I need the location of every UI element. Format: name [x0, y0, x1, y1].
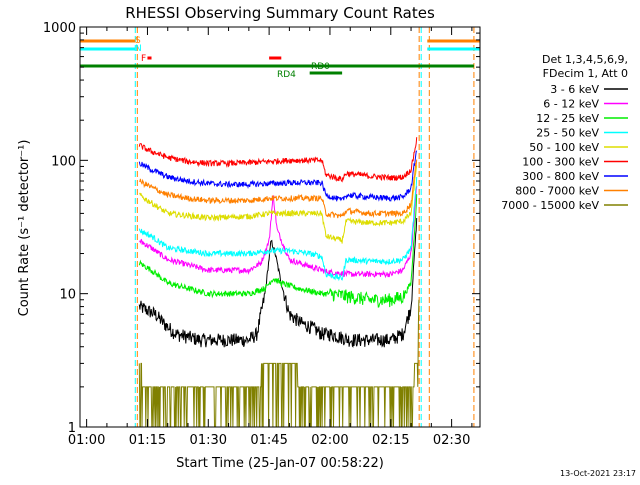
flag-bar-f	[269, 56, 282, 60]
flag-label-s: S	[135, 36, 141, 46]
footer-date: 13-Oct-2021 23:17	[560, 469, 636, 478]
x-tick-label: 01:30	[190, 433, 227, 448]
legend-entry-label: 25 - 50 keV	[536, 127, 599, 140]
x-tick-label: 01:00	[68, 433, 105, 448]
axes: 1 10 100 1000 01:00 01:15 01:30 01:45 02:00 02:15…	[43, 21, 481, 448]
plot-frame	[79, 26, 481, 428]
series-line-12-25-kev	[138, 194, 418, 308]
chart-title: RHESSI Observing Summary Count Rates	[125, 4, 435, 22]
series-line-25-50-kev	[138, 176, 418, 282]
series-line-3-6-kev	[138, 217, 418, 348]
legend-entry-label: 50 - 100 keV	[529, 141, 599, 154]
x-tick-label: 02:00	[311, 433, 348, 448]
flag-bar-s	[427, 39, 480, 43]
legend-entry-label: 300 - 800 keV	[522, 170, 599, 183]
flag-label-rd0: RD0	[311, 62, 330, 72]
legend-header: Det 1,3,4,5,6,9,	[542, 53, 628, 66]
y-axis-label: Count Rate (s⁻¹ detector⁻¹)	[17, 140, 32, 317]
series-line-800-7000-kev	[138, 159, 418, 219]
flag-label-f: F	[141, 54, 146, 64]
series-line-100-300-kev	[138, 137, 418, 183]
y-tick-label: 10	[59, 288, 76, 303]
flag-bar-rd0	[80, 64, 474, 68]
legend-entry-label: 7000 - 15000 keV	[501, 199, 599, 212]
legend-entry-label: 3 - 6 keV	[550, 83, 599, 96]
y-tick-label: 1000	[43, 21, 76, 36]
flag-bar-rd4	[309, 71, 343, 75]
flag-bar-f	[147, 56, 152, 60]
series-line-6-12-kev	[139, 186, 418, 279]
series-line-7000-15000-kev	[138, 299, 420, 428]
flag-bar-n	[427, 47, 480, 51]
x-tick-label: 02:15	[372, 433, 409, 448]
x-tick-label: 01:15	[129, 433, 166, 448]
x-tick-label: 02:30	[433, 433, 470, 448]
flag-label-rd4: RD4	[277, 70, 296, 80]
x-tick-label: 01:45	[250, 433, 287, 448]
flag-bar-s	[80, 39, 136, 43]
legend-entry-label: 100 - 300 keV	[522, 156, 599, 169]
plot-area: SNF RD0 RD4	[80, 27, 480, 428]
legend-entry-label: 800 - 7000 keV	[515, 185, 599, 198]
flag-label-n: N	[135, 44, 142, 54]
x-axis-label: Start Time (25-Jan-07 00:58:22)	[176, 456, 384, 471]
flag-bar-n	[80, 47, 136, 51]
legend-entry-label: 12 - 25 keV	[536, 112, 599, 125]
series-line-50-100-kev	[139, 165, 418, 244]
series-line-300-800-kev	[138, 150, 418, 202]
legend-header: FDecim 1, Att 0	[543, 67, 628, 80]
legend-entry-label: 6 - 12 keV	[543, 98, 599, 111]
y-tick-label: 100	[51, 154, 76, 169]
y-tick-label: 1	[68, 421, 76, 436]
legend: Det 1,3,4,5,6,9,FDecim 1, Att 0 3 - 6 keV…	[501, 53, 628, 212]
